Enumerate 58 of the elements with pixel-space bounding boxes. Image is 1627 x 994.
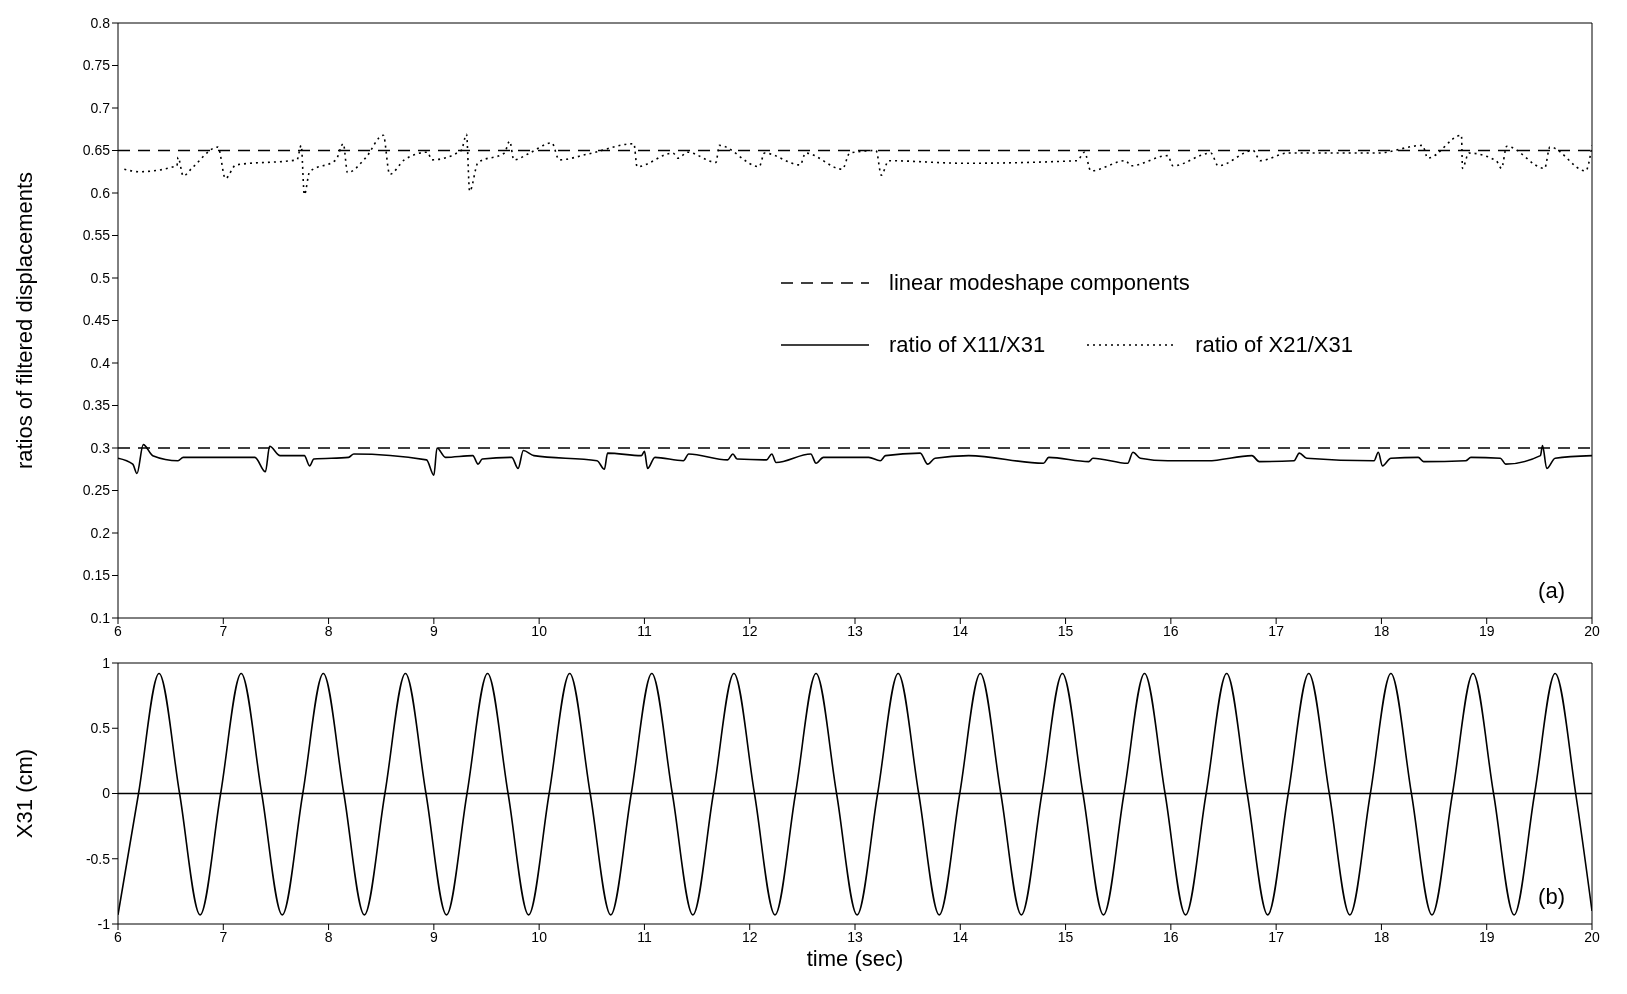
x-tick-label: 14 [952,622,969,639]
y-tick-label: 0.5 [90,720,111,737]
x-tick-label: 12 [741,622,758,639]
y-axis-title: ratios of filtered displacements [11,171,37,470]
x-tick-label: 6 [114,928,123,945]
y-tick-label: 0.8 [90,14,111,31]
y-tick-label: 0.35 [82,397,111,414]
x-tick-label: 11 [637,928,652,945]
y-axis-title: X31 (cm) [11,748,37,839]
y-tick-label: -1 [97,915,111,932]
x-tick-label: 14 [952,928,969,945]
x-tick-label: 10 [531,928,548,945]
y-tick-label: 0.25 [82,482,111,499]
y-tick-label: 0.6 [90,184,111,201]
x-tick-label: 18 [1373,622,1390,639]
x-tick-label: 15 [1057,928,1074,945]
x-tick-label: 7 [219,928,228,945]
y-tick-label: -0.5 [85,850,111,867]
x-tick-label: 6 [114,622,123,639]
x-tick-label: 20 [1584,622,1600,639]
x-axis-title: time (sec) [806,945,904,971]
x-tick-label: 20 [1584,928,1600,945]
y-tick-label: 0.65 [82,142,111,159]
y-tick-label: 0.2 [90,524,111,541]
annotation: (a) [1538,578,1565,604]
annotation: (b) [1538,884,1565,910]
x-tick-label: 9 [429,622,438,639]
y-tick-label: 0.7 [90,99,111,116]
x-tick-label: 19 [1478,622,1495,639]
x-tick-label: 8 [324,622,333,639]
y-tick-label: 0.5 [90,269,111,286]
y-tick-label: 0.1 [90,609,111,626]
x-tick-label: 16 [1163,622,1179,639]
legend-label: ratio of X21/X31 [1195,332,1353,358]
x-tick-label: 18 [1373,928,1390,945]
x-tick-label: 11 [637,622,652,639]
y-tick-label: 0.3 [90,439,111,456]
x-tick-label: 13 [847,622,863,639]
x-tick-label: 17 [1268,622,1285,639]
x-tick-label: 16 [1163,928,1179,945]
x-tick-label: 8 [324,928,333,945]
y-tick-label: 0.15 [82,567,111,584]
x-tick-label: 7 [219,622,228,639]
y-tick-label: 0.75 [82,57,111,74]
x-tick-label: 12 [741,928,758,945]
x-tick-label: 9 [429,928,438,945]
legend-label: ratio of X11/X31 [889,332,1046,358]
x-tick-label: 15 [1057,622,1074,639]
x-tick-label: 17 [1268,928,1285,945]
y-tick-label: 0.55 [82,227,111,244]
x-tick-label: 13 [847,928,863,945]
x-tick-label: 19 [1478,928,1495,945]
x-tick-label: 10 [531,622,548,639]
y-tick-label: 0.45 [82,312,111,329]
y-tick-label: 0.4 [90,354,111,371]
legend-label: linear modeshape components [889,270,1190,296]
y-tick-label: 0 [102,785,111,802]
y-tick-label: 1 [102,654,111,671]
